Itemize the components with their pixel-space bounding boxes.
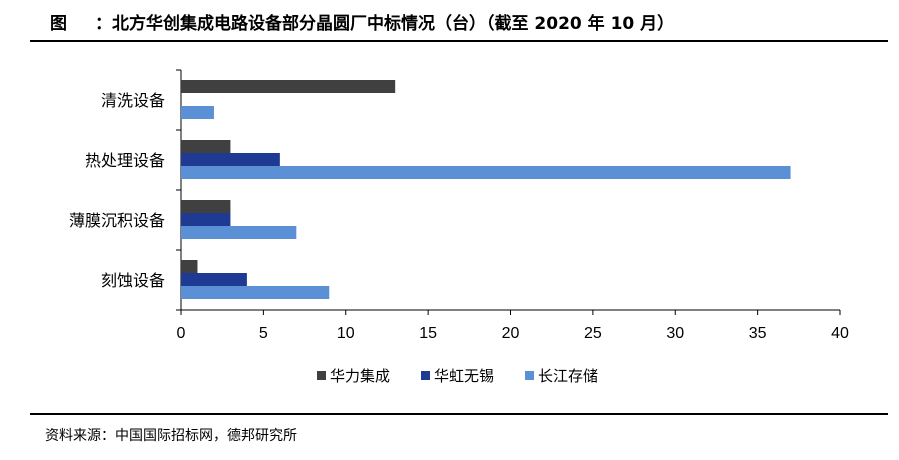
legend-label: 华虹无锡 xyxy=(434,367,494,385)
category-label: 薄膜沉积设备 xyxy=(69,211,165,230)
category-label: 清洗设备 xyxy=(101,91,165,110)
bottom-divider xyxy=(30,413,888,415)
x-tick-label: 30 xyxy=(666,325,684,342)
bar xyxy=(181,273,247,286)
bar xyxy=(181,226,297,239)
bar xyxy=(181,213,231,226)
x-tick-label: 40 xyxy=(831,325,849,342)
bar xyxy=(181,106,214,119)
bar xyxy=(181,200,231,213)
figure-label: 图 xyxy=(50,14,67,34)
category-label: 热处理设备 xyxy=(85,151,165,170)
x-tick-label: 20 xyxy=(502,325,520,342)
bar xyxy=(181,166,791,179)
bar xyxy=(181,286,330,299)
top-divider xyxy=(30,40,888,42)
x-tick-label: 15 xyxy=(419,325,437,342)
legend-swatch xyxy=(525,371,534,380)
chart-header: 图 ：北方华创集成电路设备部分晶圆厂中标情况（台）（截至 2020 年 10 月… xyxy=(0,0,899,40)
bar xyxy=(181,80,396,93)
x-tick-label: 0 xyxy=(177,325,186,342)
bar xyxy=(181,153,280,166)
chart-title: ：北方华创集成电路设备部分晶圆厂中标情况（台）（截至 2020 年 10 月） xyxy=(95,14,675,34)
x-tick-label: 10 xyxy=(337,325,355,342)
category-label: 刻蚀设备 xyxy=(101,271,165,290)
legend-swatch xyxy=(421,371,430,380)
x-tick-label: 5 xyxy=(259,325,268,342)
bar xyxy=(181,140,231,153)
legend-swatch xyxy=(317,371,326,380)
x-tick-label: 25 xyxy=(584,325,602,342)
x-tick-label: 35 xyxy=(749,325,767,342)
source-note: 资料来源：中国国际招标网，德邦研究所 xyxy=(45,428,297,444)
bar xyxy=(181,260,198,273)
legend-label: 华力集成 xyxy=(330,367,390,385)
legend-label: 长江存储 xyxy=(538,367,598,385)
